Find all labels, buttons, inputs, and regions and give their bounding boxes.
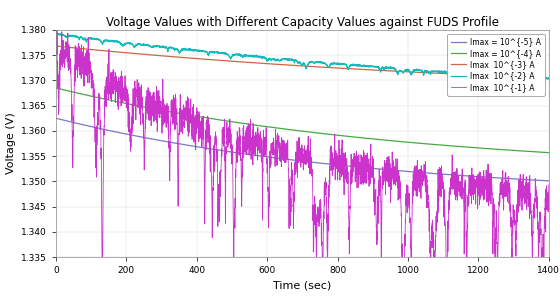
Imax = 10^{-4} A: [53, 86, 59, 90]
Imax  10^{-2} A: [55, 32, 62, 35]
Imax = 10^{-4} A: [536, 150, 543, 154]
Imax  10^{-1} A: [53, 40, 59, 44]
Imax  10^{-2} A: [53, 33, 59, 36]
Legend: Imax = 10^{-5} A, Imax = 10^{-4} A, Imax  10^{-3} A, Imax  10^{-2} A, Imax  10^{: Imax = 10^{-5} A, Imax = 10^{-4} A, Imax…: [447, 34, 545, 95]
Imax  10^{-2} A: [545, 77, 552, 80]
Imax = 10^{-5} A: [483, 175, 489, 179]
Imax = 10^{-4} A: [483, 147, 489, 150]
Imax = 10^{-5} A: [536, 179, 543, 182]
Imax  10^{-1} A: [483, 168, 489, 172]
Imax  10^{-2} A: [242, 54, 249, 58]
Line: Imax  10^{-1} A: Imax 10^{-1} A: [56, 28, 549, 299]
Imax = 10^{-5} A: [109, 129, 115, 133]
Title: Voltage Values with Different Capacity Values against FUDS Profile: Voltage Values with Different Capacity V…: [106, 16, 499, 29]
Imax  10^{-1} A: [138, 100, 145, 103]
Imax = 10^{-5} A: [241, 152, 248, 156]
Imax  10^{-2} A: [483, 73, 489, 76]
Imax  10^{-1} A: [263, 139, 270, 143]
Line: Imax  10^{-2} A: Imax 10^{-2} A: [56, 33, 549, 81]
Imax  10^{-2} A: [263, 58, 270, 61]
Imax  10^{-1} A: [545, 183, 552, 187]
Imax = 10^{-5} A: [263, 155, 270, 158]
Imax = 10^{-5} A: [53, 117, 59, 120]
Imax = 10^{-5} A: [545, 179, 552, 183]
Imax  10^{-1} A: [54, 26, 60, 29]
Imax = 10^{-4} A: [109, 99, 115, 103]
Imax  10^{-3} A: [138, 52, 145, 56]
Imax  10^{-3} A: [109, 50, 115, 53]
Imax  10^{-1} A: [242, 151, 249, 154]
Imax  10^{-1} A: [109, 91, 116, 95]
Line: Imax = 10^{-5} A: Imax = 10^{-5} A: [56, 118, 549, 181]
Imax  10^{-3} A: [536, 76, 543, 80]
Y-axis label: Voltage (V): Voltage (V): [6, 113, 16, 174]
X-axis label: Time (sec): Time (sec): [273, 281, 332, 291]
Imax  10^{-3} A: [263, 62, 270, 65]
Imax  10^{-2} A: [138, 42, 145, 46]
Imax  10^{-2} A: [530, 79, 537, 83]
Imax = 10^{-4} A: [263, 125, 270, 128]
Imax = 10^{-5} A: [138, 135, 145, 139]
Imax  10^{-3} A: [53, 44, 59, 48]
Line: Imax  10^{-3} A: Imax 10^{-3} A: [56, 46, 549, 78]
Imax = 10^{-4} A: [138, 105, 145, 108]
Imax = 10^{-4} A: [545, 151, 552, 155]
Imax  10^{-3} A: [483, 74, 489, 77]
Line: Imax = 10^{-4} A: Imax = 10^{-4} A: [56, 88, 549, 153]
Imax  10^{-3} A: [545, 76, 552, 80]
Imax  10^{-2} A: [109, 39, 116, 42]
Imax  10^{-2} A: [536, 76, 543, 80]
Imax = 10^{-4} A: [241, 122, 248, 125]
Imax  10^{-3} A: [241, 60, 248, 64]
Imax  10^{-1} A: [536, 241, 543, 244]
